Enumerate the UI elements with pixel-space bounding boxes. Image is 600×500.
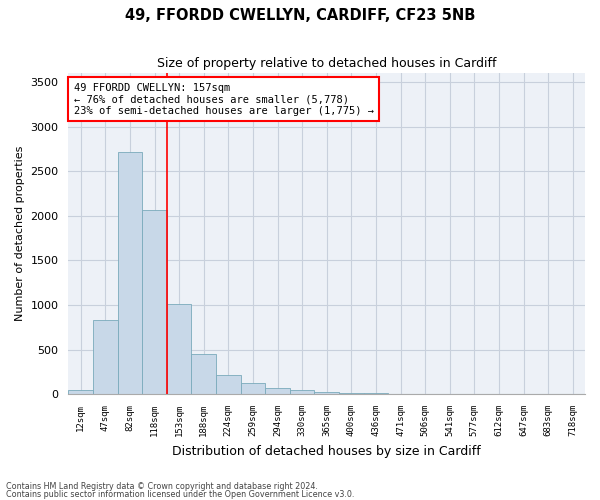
Bar (241, 382, 265, 394)
Bar (93, 320, 118, 394)
Bar (339, 393, 364, 394)
Bar (216, 376, 241, 394)
Bar (290, 390, 314, 394)
X-axis label: Distribution of detached houses by size in Cardiff: Distribution of detached houses by size … (172, 444, 481, 458)
Bar (118, 152, 142, 394)
Bar (314, 392, 339, 394)
Text: 49 FFORDD CWELLYN: 157sqm
← 76% of detached houses are smaller (5,778)
23% of se: 49 FFORDD CWELLYN: 157sqm ← 76% of detac… (74, 82, 374, 116)
Text: 49, FFORDD CWELLYN, CARDIFF, CF23 5NB: 49, FFORDD CWELLYN, CARDIFF, CF23 5NB (125, 8, 475, 22)
Y-axis label: Number of detached properties: Number of detached properties (15, 146, 25, 322)
Bar (167, 304, 191, 394)
Bar (142, 210, 167, 394)
Bar (191, 354, 216, 394)
Text: Contains HM Land Registry data © Crown copyright and database right 2024.: Contains HM Land Registry data © Crown c… (6, 482, 318, 491)
Title: Size of property relative to detached houses in Cardiff: Size of property relative to detached ho… (157, 58, 496, 70)
Text: Contains public sector information licensed under the Open Government Licence v3: Contains public sector information licen… (6, 490, 355, 499)
Bar (265, 388, 290, 394)
Bar (68, 390, 93, 394)
